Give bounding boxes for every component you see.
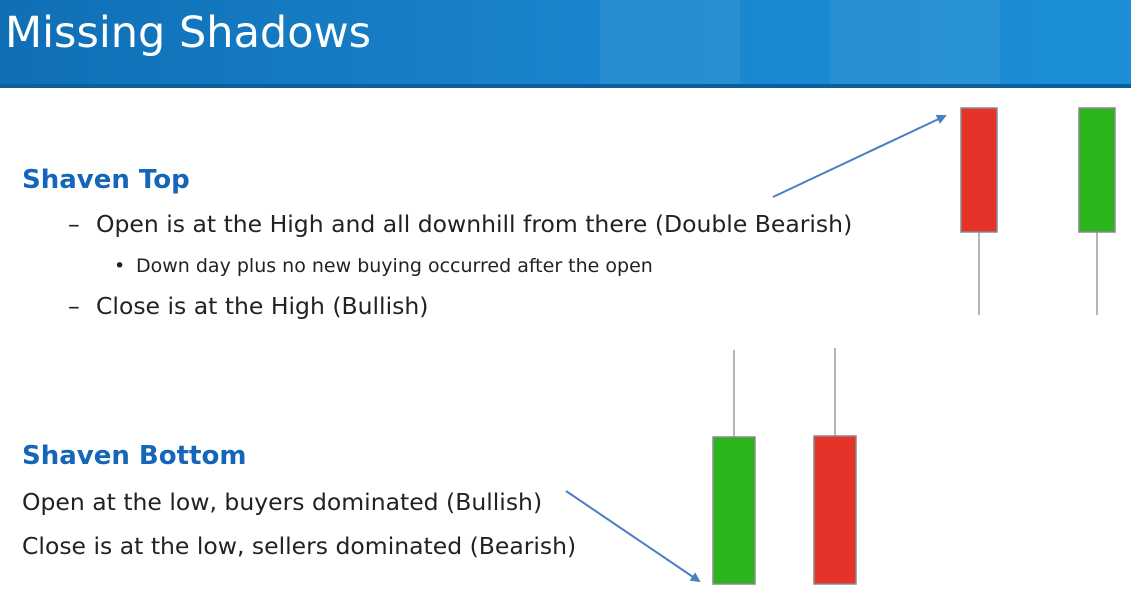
banner-rule <box>0 84 1131 88</box>
slide-title: Missing Shadows <box>5 8 372 58</box>
shaven-bottom-red-candle <box>813 435 857 585</box>
shaven-top-point-open: – Open is at the High and all downhill fr… <box>68 209 852 239</box>
shaven-top-green-candle <box>1078 107 1116 233</box>
point-close-text: Close is at the High (Bullish) <box>96 292 429 320</box>
shaven-top-point-close: – Close is at the High (Bullish) <box>68 291 428 321</box>
shaven-top-subpoint: • Down day plus no new buying occurred af… <box>114 253 653 279</box>
dash-marker: – <box>68 210 80 238</box>
dash-marker: – <box>68 292 80 320</box>
shaven-bottom-heading: Shaven Bottom <box>22 441 247 471</box>
shaven-bottom-line-open: Open at the low, buyers dominated (Bulli… <box>22 488 543 516</box>
shaven-top-heading: Shaven Top <box>22 165 190 195</box>
shaven-top-red-candle <box>960 107 998 233</box>
subpoint-text: Down day plus no new buying occurred aft… <box>136 255 653 277</box>
shaven-bottom-line-close: Close is at the low, sellers dominated (… <box>22 532 577 560</box>
banner-sheen <box>830 0 1000 88</box>
shaven-bottom-arrow <box>565 490 701 583</box>
point-open-text: Open is at the High and all downhill fro… <box>96 210 853 238</box>
shaven-bottom-green-candle <box>712 436 756 585</box>
bullet-marker: • <box>114 255 126 277</box>
banner-sheen <box>600 0 740 88</box>
shaven-top-arrow <box>772 114 947 198</box>
title-banner: Missing Shadows <box>0 0 1131 88</box>
